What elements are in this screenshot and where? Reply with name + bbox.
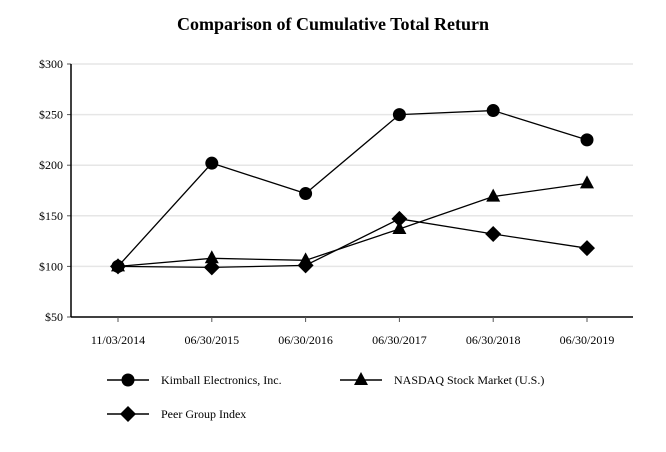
diamond-marker-icon [391,210,408,227]
legend-label: Kimball Electronics, Inc. [161,372,282,387]
circle-legend-icon [107,373,149,387]
x-tick-label: 06/30/2017 [372,333,427,347]
y-tick-label: $200 [39,158,63,172]
circle-marker-icon [205,156,219,170]
triangle-legend-icon [340,372,382,385]
triangle-marker-icon [580,175,594,189]
triangle-marker-icon [204,250,219,264]
series-line [117,109,588,267]
y-tick-label: $250 [39,108,63,122]
diamond-marker-icon [485,226,502,243]
circle-marker-icon [392,108,406,122]
y-tick-label: $150 [39,209,63,223]
circle-marker-icon [486,104,500,118]
legend-label: NASDAQ Stock Market (U.S.) [394,372,545,387]
diamond-marker-icon [579,240,595,257]
circle-marker-icon [580,133,594,147]
triangle-marker-icon [486,188,501,202]
x-tick-label: 06/30/2016 [278,333,333,347]
y-tick-label: $100 [39,259,63,273]
diamond-marker-icon [110,258,126,275]
legend-item: Kimball Electronics, Inc. [105,372,282,388]
series-line [117,182,588,268]
y-tick-label: $50 [45,310,63,324]
legend-item: Peer Group Index [105,406,246,422]
x-tick-label: 06/30/2018 [466,333,521,347]
diamond-marker-icon [203,259,220,276]
x-tick-label: 06/30/2019 [560,333,615,347]
triangle-marker-icon [392,220,407,234]
circle-marker-icon [299,187,313,201]
chart-title: Comparison of Cumulative Total Return [176,14,490,34]
diamond-legend-icon [107,406,149,422]
legend-label: Peer Group Index [161,406,247,421]
x-tick-label: 06/30/2015 [184,333,239,347]
series-line [117,218,588,269]
diamond-marker-icon [297,257,314,274]
y-tick-label: $300 [39,57,63,71]
legend-item: NASDAQ Stock Market (U.S.) [338,372,544,388]
x-tick-label: 11/03/2014 [91,333,145,347]
